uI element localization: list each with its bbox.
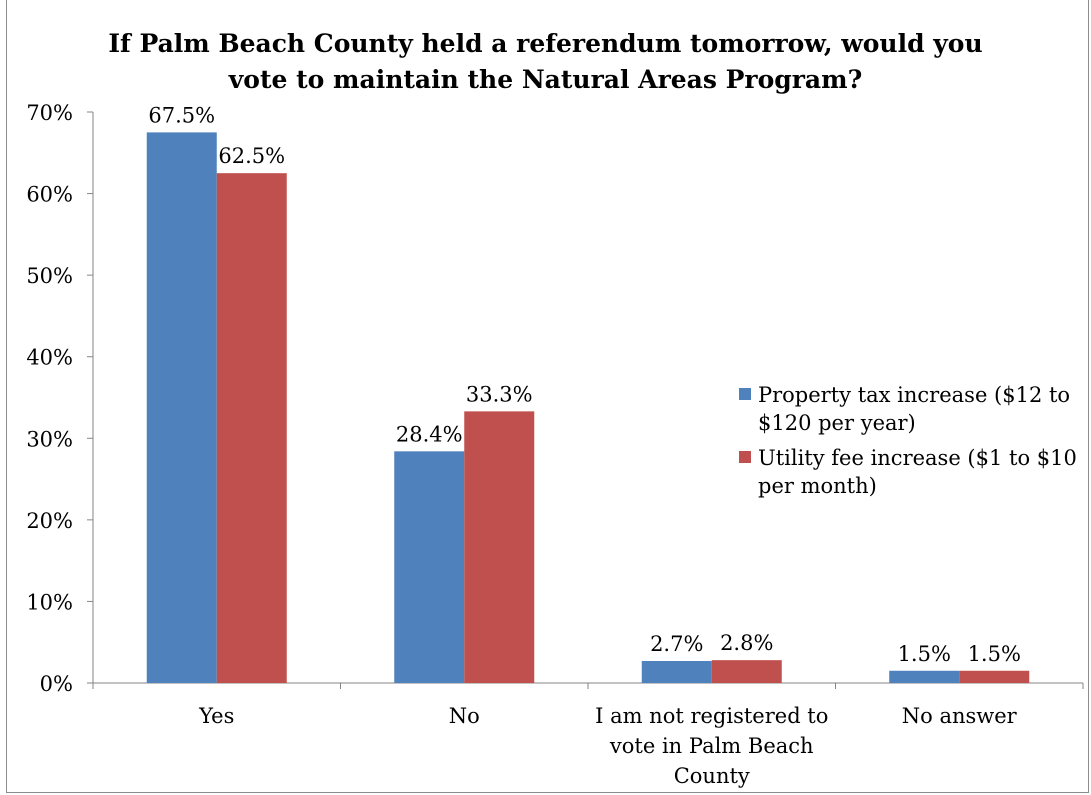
legend-swatch [739, 388, 751, 400]
x-category-label: No answer [902, 704, 1018, 728]
bar [711, 660, 782, 683]
x-category-label: vote in Palm Beach [609, 734, 814, 758]
y-tick-label: 40% [26, 346, 73, 370]
bar [641, 660, 712, 683]
bar-data-label: 33.3% [466, 382, 533, 406]
y-tick-label: 30% [26, 427, 73, 451]
legend-entry-label: Utility fee increase ($1 to $10 [758, 446, 1077, 470]
chart-title: If Palm Beach County held a referendum t… [0, 26, 1091, 98]
y-tick-label: 20% [26, 509, 73, 533]
y-tick-label: 50% [26, 264, 73, 288]
bar-data-label: 67.5% [148, 103, 215, 127]
bar-data-label: 2.7% [650, 632, 703, 656]
chart-title-line: If Palm Beach County held a referendum t… [108, 29, 983, 58]
y-tick-label: 0% [40, 672, 73, 696]
bar [464, 411, 535, 683]
x-category-label: I am not registered to [595, 704, 828, 728]
bar [216, 173, 287, 683]
chart-title-line: vote to maintain the Natural Areas Progr… [228, 65, 863, 94]
x-category-label: No [449, 704, 480, 728]
x-category-label: Yes [198, 704, 234, 728]
legend-entry-label: $120 per year) [758, 411, 916, 435]
legend-entry-label: per month) [758, 474, 877, 498]
y-tick-label: 10% [26, 590, 73, 614]
bar-data-label: 1.5% [898, 642, 951, 666]
bar [889, 670, 960, 683]
bar-data-label: 28.4% [396, 422, 463, 446]
bar [394, 451, 465, 683]
bar [959, 670, 1030, 683]
bar-data-label: 1.5% [968, 642, 1021, 666]
legend-entry-label: Property tax increase ($12 to [758, 383, 1070, 407]
y-tick-label: 60% [26, 183, 73, 207]
bar-data-label: 62.5% [218, 144, 285, 168]
bar-data-label: 2.8% [720, 631, 773, 655]
x-category-label: County [674, 764, 750, 788]
bar [146, 132, 217, 684]
legend-swatch [739, 451, 751, 463]
y-tick-label: 70% [26, 101, 73, 125]
